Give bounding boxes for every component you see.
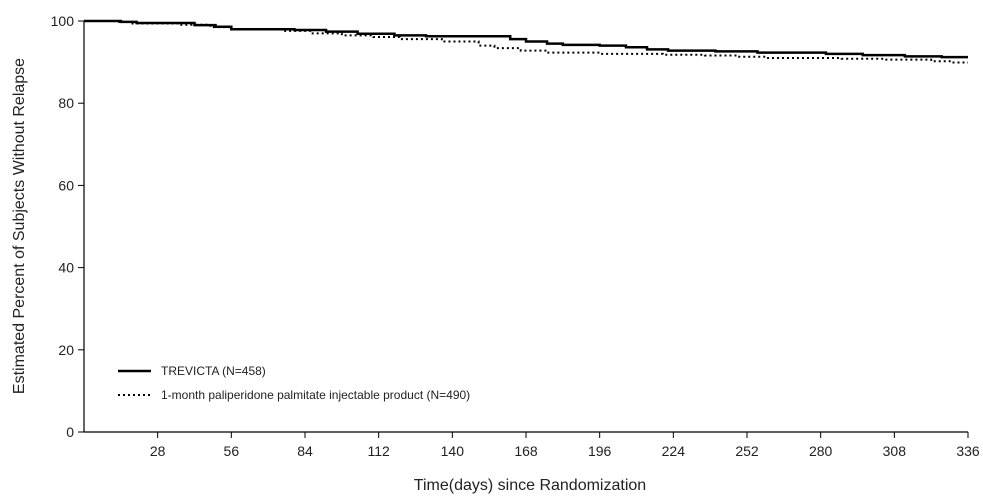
y-tick-label: 20 (58, 342, 74, 358)
x-axis-title: Time(days) since Randomization (414, 477, 646, 494)
series-line-trevicta (84, 19, 968, 59)
x-tick-label: 84 (297, 443, 313, 459)
x-tick-label: 252 (735, 443, 759, 459)
y-tick-label: 40 (58, 260, 74, 276)
legend-label-trevicta: TREVICTA (N=458) (161, 364, 266, 378)
y-axis-title: Estimated Percent of Subjects Without Re… (11, 58, 28, 394)
x-tick-label: 168 (514, 443, 538, 459)
x-tick-label: 308 (883, 443, 907, 459)
y-tick-label: 0 (66, 424, 74, 440)
series-lines (84, 19, 968, 64)
y-tick-label: 100 (51, 13, 75, 29)
x-tick-label: 112 (368, 443, 391, 459)
x-tick-label: 336 (956, 443, 980, 459)
x-tick-label: 224 (662, 443, 686, 459)
x-tick-label: 56 (224, 443, 240, 459)
y-axis-ticks: 0 20 40 60 80 100 (51, 13, 84, 440)
x-tick-label: 28 (150, 443, 166, 459)
y-tick-label: 60 (58, 177, 74, 193)
series-line-paliperidone (84, 20, 968, 64)
x-tick-label: 196 (588, 443, 612, 459)
legend-label-paliperidone: 1-month paliperidone palmitate injectabl… (161, 388, 470, 402)
legend: TREVICTA (N=458) 1-month paliperidone pa… (118, 364, 470, 402)
x-axis-ticks: 28 56 84 112 140 168 196 224 252 280 308 336 (150, 432, 980, 459)
x-tick-label: 280 (809, 443, 833, 459)
y-tick-label: 80 (58, 95, 74, 111)
x-tick-label: 140 (441, 443, 465, 459)
